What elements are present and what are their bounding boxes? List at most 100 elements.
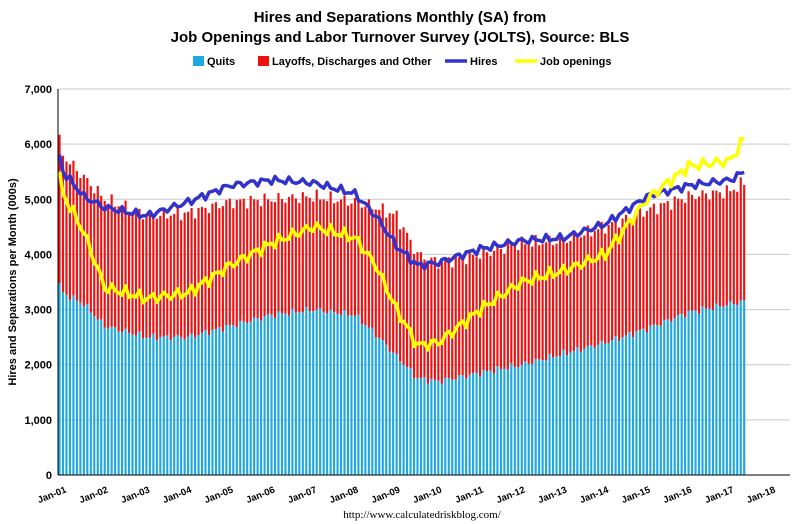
legend-swatch: [258, 56, 269, 66]
quits-bar: [545, 360, 548, 475]
quits-bar: [621, 337, 624, 475]
layoffs-bar: [725, 185, 728, 306]
layoffs-bar: [548, 235, 551, 354]
quits-bar: [433, 379, 436, 475]
quits-bar: [704, 308, 708, 475]
quits-bar: [586, 345, 589, 475]
quits-bar: [121, 332, 124, 475]
layoffs-bar: [736, 191, 739, 305]
layoffs-bar: [517, 250, 520, 367]
y-tick-label: 5,000: [24, 194, 52, 206]
quits-bar: [388, 351, 391, 475]
layoffs-bar: [169, 215, 172, 341]
x-tick-label: Jan-14: [578, 484, 611, 506]
x-tick-labels: Jan-01 Jan-02 Jan-03 Jan-04 Jan-05 Jan-06 Jan-…: [36, 484, 777, 506]
layoffs-bar: [555, 243, 558, 357]
quits-bar: [333, 312, 336, 475]
quits-bar: [739, 300, 742, 475]
quits-bar: [197, 335, 200, 475]
x-tick-label: Jan-05: [203, 484, 236, 506]
quits-bar: [277, 311, 280, 475]
layoffs-bar: [565, 243, 569, 356]
quits-bar: [541, 360, 544, 475]
layoffs-bar: [127, 213, 131, 333]
quits-bar: [725, 305, 728, 475]
quits-bar: [350, 315, 353, 475]
quits-bar: [232, 325, 235, 475]
layoffs-bar: [576, 237, 579, 348]
quits-bar: [576, 347, 579, 475]
layoffs-bar: [336, 201, 339, 314]
quits-bar: [510, 363, 513, 475]
layoffs-bar: [597, 229, 600, 345]
quits-bar: [677, 314, 680, 475]
layoffs-bar: [291, 194, 294, 309]
quits-bar: [228, 325, 231, 475]
layoffs-bar: [273, 202, 277, 319]
quits-bar: [722, 306, 725, 475]
quits-bar: [503, 368, 506, 475]
layoffs-bar: [155, 218, 158, 341]
legend-label: Job openings: [540, 56, 612, 68]
layoffs-bar: [388, 213, 391, 352]
layoffs-bar: [680, 199, 683, 314]
quits-bar: [743, 300, 746, 475]
x-tick-label: Jan-15: [620, 484, 653, 506]
quits-bar: [694, 310, 697, 475]
layoffs-bar: [732, 189, 735, 305]
layoffs-bar: [572, 231, 575, 352]
quits-bar: [697, 313, 701, 475]
quits-bar: [600, 340, 603, 475]
layoffs-bar: [253, 199, 256, 318]
quits-bar: [558, 356, 562, 475]
layoffs-bar: [538, 245, 541, 360]
quits-bar: [353, 315, 357, 475]
layoffs-bar: [96, 185, 99, 320]
lines: [57, 136, 745, 352]
quits-bar: [472, 372, 475, 475]
quits-bar: [127, 332, 131, 475]
layoffs-bar: [346, 205, 350, 316]
layoffs-bar: [221, 206, 224, 332]
x-tick-label: Jan-18: [745, 485, 777, 506]
layoffs-bar: [141, 219, 145, 339]
quits-bar: [454, 379, 457, 475]
quits-bar: [322, 312, 325, 475]
quits-bar: [395, 353, 398, 475]
layoffs-bar: [75, 171, 78, 301]
quits-bar: [732, 304, 735, 475]
layoffs-bar: [162, 208, 165, 337]
layoffs-bar: [100, 195, 103, 320]
quits-bar: [381, 340, 384, 475]
legend-label: Layoffs, Discharges and Other: [272, 56, 432, 68]
quits-bar: [437, 380, 440, 475]
layoffs-bar: [635, 212, 638, 332]
layoffs-bar: [687, 191, 690, 311]
layoffs-bar: [458, 257, 461, 376]
quits-bar: [79, 302, 82, 475]
layoffs-bar: [392, 213, 395, 353]
quits-bar: [468, 374, 471, 475]
quits-bar: [531, 364, 534, 475]
layoffs-bar: [475, 256, 478, 373]
quits-bar: [343, 310, 346, 475]
layoffs-bar: [527, 244, 530, 364]
quits-bar: [729, 301, 732, 475]
quits-bar: [673, 318, 676, 475]
legend-label: Hires: [470, 56, 498, 68]
quits-bar: [152, 333, 155, 475]
quits-bar: [513, 366, 516, 475]
quits-bar: [117, 331, 120, 475]
layoffs-bar: [684, 202, 687, 318]
quits-bar: [534, 359, 537, 475]
quits-bar: [499, 369, 502, 475]
layoffs-bar: [513, 245, 516, 367]
layoffs-bar: [61, 155, 65, 292]
x-tick-label: Jan-12: [495, 485, 527, 506]
quits-bar: [371, 328, 374, 475]
chart-title: Hires and Separations Monthly (SA) from: [254, 9, 547, 26]
quits-bar: [649, 325, 652, 475]
layoffs-bar: [266, 199, 270, 315]
quits-bar: [176, 335, 179, 475]
layoffs-bar: [360, 207, 363, 325]
